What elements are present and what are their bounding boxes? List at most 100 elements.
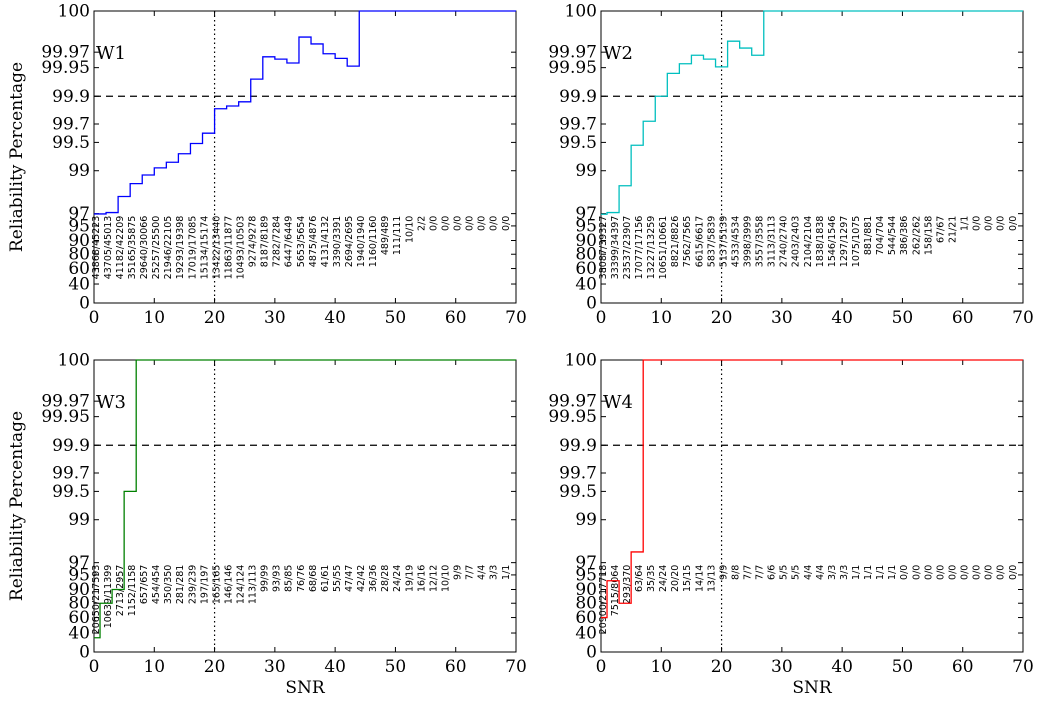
count-label: 3/3	[827, 565, 838, 580]
y-tick-label: 97	[68, 553, 90, 573]
count-label: 0/0	[477, 216, 488, 231]
count-label: 9/9	[453, 565, 464, 580]
count-label: 1546/1546	[827, 216, 838, 268]
y-tick-label: 90	[68, 580, 90, 600]
y-tick-label: 99.7	[559, 115, 597, 135]
count-label: 20900/217718	[598, 565, 609, 635]
count-label: 113/113	[248, 565, 259, 604]
count-label: 704/704	[875, 216, 886, 255]
count-label: 2713/2957	[115, 565, 126, 617]
y-tick-label: 99.9	[52, 436, 90, 456]
panel-w4: 0 10 20 30 40 50 60 7004060809095979999.599.799…	[548, 351, 1033, 699]
y-tick-label: 99.95	[41, 407, 90, 427]
y-tick-label: 0	[79, 294, 90, 314]
x-tick-label: 60	[952, 308, 974, 328]
count-label: 24/24	[658, 565, 669, 592]
count-label: 33399/34397	[610, 216, 621, 280]
y-tick-label: 99.7	[52, 464, 90, 484]
count-label: 7562/7565	[682, 216, 693, 268]
count-label: 12/12	[428, 565, 439, 592]
count-label: 0/0	[996, 565, 1007, 580]
count-label: 489/489	[380, 216, 391, 255]
x-tick-label: 70	[1012, 308, 1034, 328]
y-tick-label: 90	[68, 231, 90, 251]
y-tick-label: 0	[586, 643, 597, 663]
count-label: 43868/45223	[91, 216, 102, 280]
panel-label: W4	[603, 392, 633, 413]
y-tick-label: 0	[586, 294, 597, 314]
x-tick-label: 10	[650, 657, 672, 677]
count-label: 1/1	[875, 565, 886, 580]
count-label: 4533/4534	[730, 216, 741, 268]
y-tick-label: 99	[575, 161, 597, 181]
count-label: 0/0	[440, 216, 451, 231]
count-label: 4/4	[477, 565, 488, 580]
y-tick-label: 99.9	[52, 87, 90, 107]
count-label: 124/124	[236, 565, 247, 604]
count-label: 262/262	[911, 216, 922, 255]
count-label: 8821/8826	[670, 216, 681, 268]
y-tick-label: 99.5	[52, 133, 90, 153]
count-label: 1/1	[887, 565, 898, 580]
y-tick-label: 99.9	[559, 436, 597, 456]
x-tick-label: 60	[445, 308, 467, 328]
count-label: 13422/13440	[211, 216, 222, 280]
panel-label: W2	[603, 43, 633, 64]
panel-w3: 0 10 20 30 40 50 60 7004060809095979999.599.799…	[7, 351, 527, 699]
count-label: 5137/5139	[718, 216, 729, 268]
x-axis-title: SNR	[285, 678, 326, 698]
x-tick-label: 70	[505, 657, 527, 677]
count-label: 1160/1160	[368, 216, 379, 268]
count-label: 14/14	[694, 565, 705, 592]
y-tick-label: 100	[58, 351, 90, 371]
count-label: 7515/8064	[610, 565, 621, 617]
count-label: 0/0	[972, 565, 983, 580]
y-tick-label: 99.95	[41, 58, 90, 78]
count-label: 41182/42209	[115, 216, 126, 280]
count-label: 42/42	[356, 565, 367, 592]
count-label: 1940/1940	[356, 216, 367, 268]
count-label: 23537/23907	[622, 216, 633, 280]
count-label: 11863/11877	[223, 216, 234, 280]
x-tick-label: 70	[505, 308, 527, 328]
series-line-w3	[94, 359, 516, 639]
y-tick-label: 95	[68, 565, 90, 585]
count-label: 35165/35875	[127, 216, 138, 280]
y-tick-label: 95	[68, 216, 90, 236]
count-label: 1/1	[851, 565, 862, 580]
count-label: 111/111	[392, 216, 403, 255]
count-label: 25257/25500	[151, 216, 162, 280]
count-label: 1075/1075	[851, 216, 862, 268]
count-label: 13227/13259	[646, 216, 657, 280]
x-tick-label: 40	[831, 308, 853, 328]
count-label: 10651/10661	[658, 216, 669, 280]
count-label: 2403/2403	[791, 216, 802, 268]
count-label: 17019/17085	[187, 216, 198, 280]
count-label: 0/0	[899, 565, 910, 580]
count-label: 7282/7284	[272, 216, 283, 268]
count-label: 9274/9278	[248, 216, 259, 268]
y-tick-label: 99.5	[559, 482, 597, 502]
y-tick-label: 99.7	[559, 464, 597, 484]
count-label: 3/3	[839, 565, 850, 580]
count-label: 4/4	[803, 565, 814, 580]
y-axis-title: Reliability Percentage	[7, 62, 27, 252]
x-tick-label: 0	[89, 308, 100, 328]
count-label: 544/544	[887, 216, 898, 255]
count-label: 17077/17156	[634, 216, 645, 280]
count-label: 0/0	[996, 216, 1007, 231]
count-label: 16/16	[416, 565, 427, 592]
count-label: 2/2	[416, 216, 427, 231]
count-label: 7/7	[743, 565, 754, 580]
y-axis-title: Reliability Percentage	[7, 411, 27, 601]
count-label: 2694/2695	[344, 216, 355, 268]
count-label: 24/24	[392, 565, 403, 592]
x-tick-label: 10	[143, 657, 165, 677]
count-label: 6/6	[767, 565, 778, 580]
x-tick-label: 40	[324, 308, 346, 328]
x-tick-label: 50	[892, 657, 914, 677]
count-label: 15134/15174	[199, 216, 210, 280]
count-label: 35/35	[646, 565, 657, 592]
count-label: 38087/39327	[598, 216, 609, 280]
